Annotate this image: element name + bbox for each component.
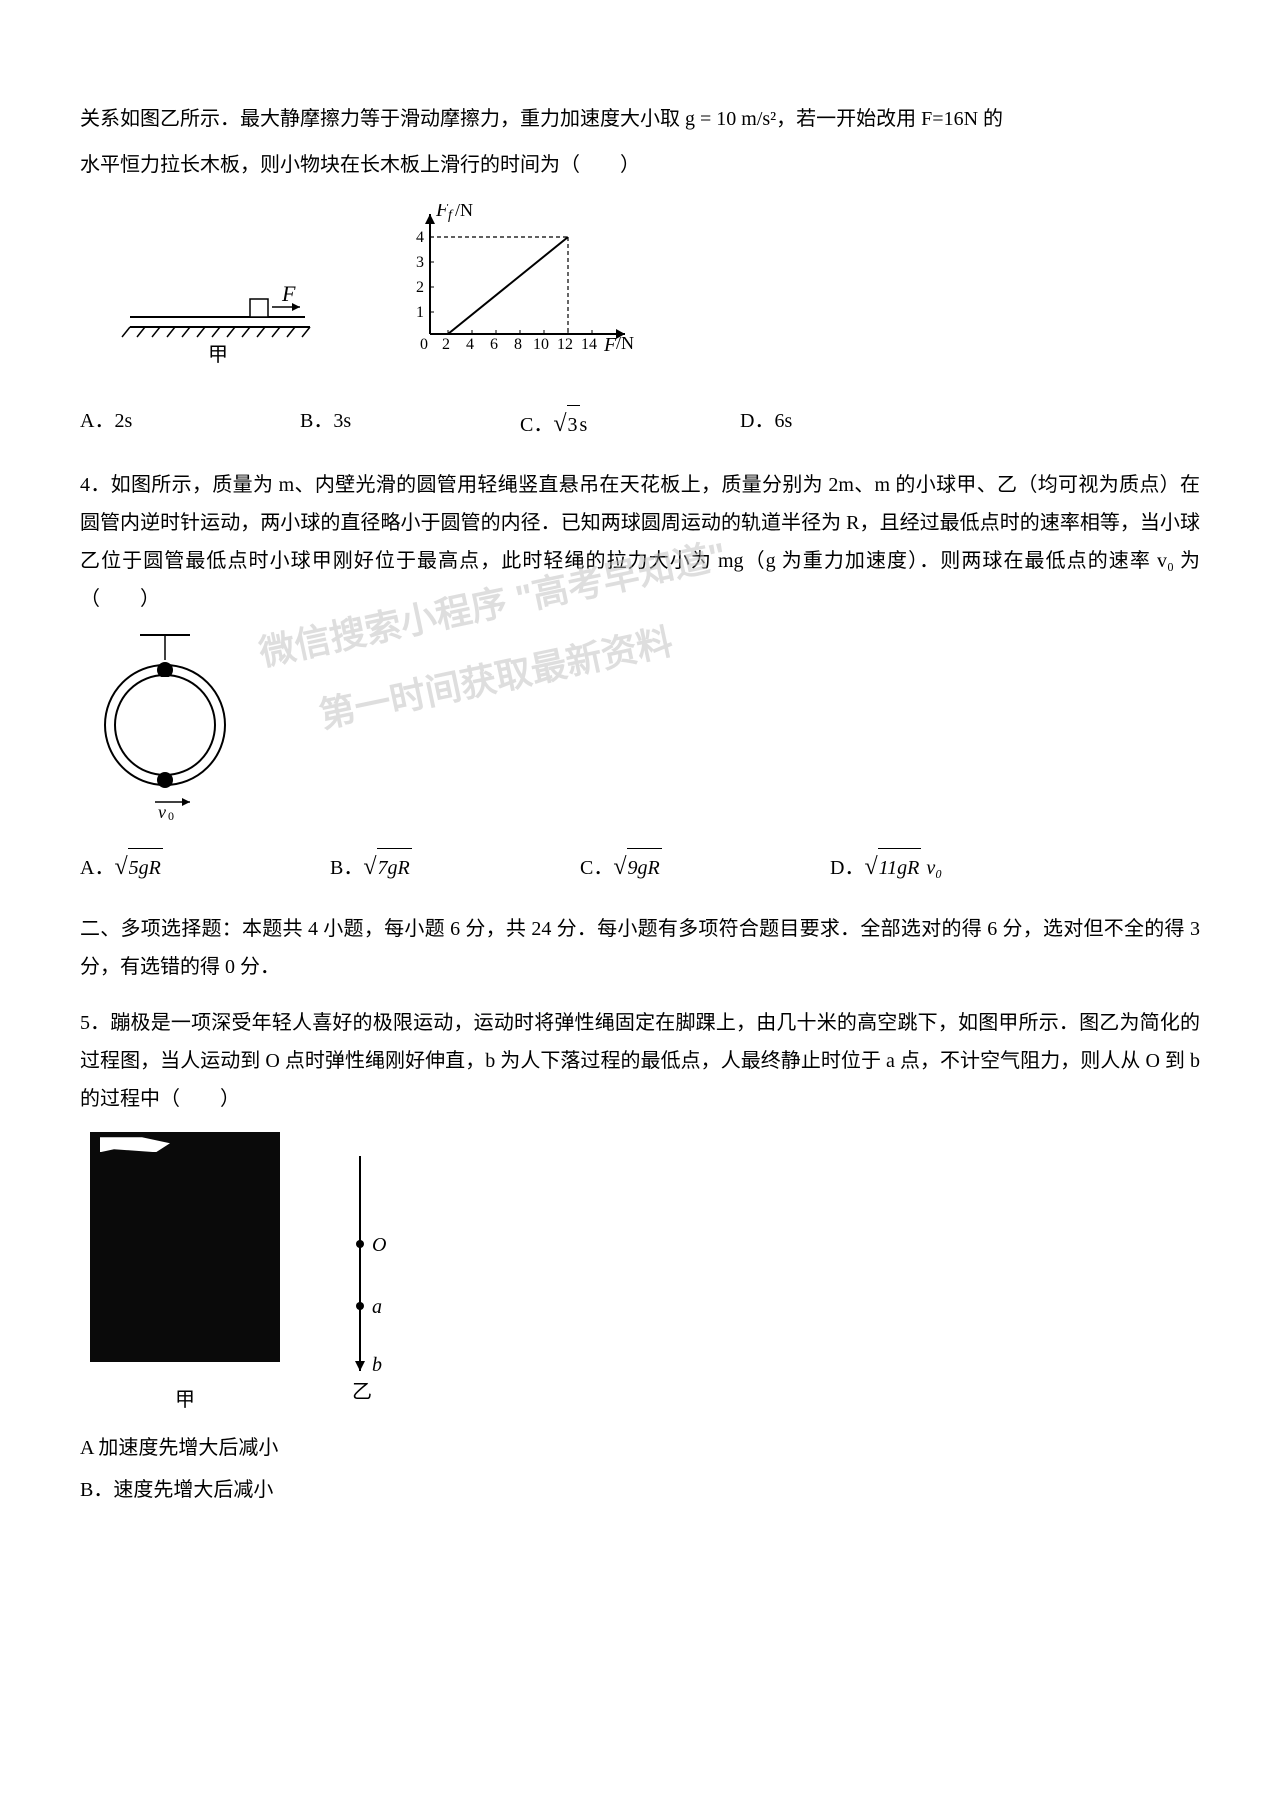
- q5-options: A 加速度先增大后减小 B．速度先增大后减小: [80, 1429, 1200, 1509]
- svg-text:2: 2: [442, 336, 450, 353]
- svg-text:3: 3: [416, 254, 424, 271]
- q3-opt-b: B．3s: [300, 402, 490, 448]
- svg-text:2: 2: [416, 279, 424, 296]
- svg-text:4: 4: [466, 336, 474, 353]
- svg-text:/N: /N: [455, 204, 473, 220]
- svg-text:f: f: [448, 208, 454, 223]
- q5-fig-jia: 甲: [90, 1132, 280, 1419]
- svg-text:0: 0: [420, 336, 428, 353]
- q4-opt-b: B．√7gR: [330, 845, 550, 891]
- svg-text:/N: /N: [616, 333, 634, 353]
- q4-opt-d: D．√11gR v₀: [830, 845, 1050, 891]
- svg-text:O: O: [372, 1234, 386, 1256]
- q4-figure-wrap: 微信搜索小程序 "高考早知道" 第一时间获取最新资料 甲 v 0: [100, 630, 1200, 833]
- svg-text:a: a: [372, 1296, 382, 1318]
- q3-fig-board: F 甲: [120, 259, 320, 382]
- q3-options: A．2s B．3s C．√3s D．6s: [80, 402, 1200, 448]
- svg-text:12: 12: [557, 336, 573, 353]
- q3-fig-graph: 0 24 68 1012 14 12 34 F f /N F: [390, 204, 650, 382]
- svg-text:6: 6: [490, 336, 498, 353]
- svg-text:b: b: [372, 1354, 382, 1376]
- svg-text:14: 14: [581, 336, 597, 353]
- q3-line1: 关系如图乙所示．最大静摩擦力等于滑动摩擦力，重力加速度大小取 g = 10 m/…: [80, 100, 1200, 138]
- watermark-2: 第一时间获取最新资料: [313, 607, 679, 749]
- q3-line2: 水平恒力拉长木板，则小物块在长木板上滑行的时间为（ ）: [80, 146, 1200, 184]
- svg-text:F: F: [603, 334, 617, 356]
- svg-text:10: 10: [533, 336, 549, 353]
- q5-opt-b: B．速度先增大后减小: [80, 1471, 1200, 1509]
- q4-opt-a: A．√5gR: [80, 845, 300, 891]
- svg-text:F: F: [435, 204, 449, 221]
- q5-figures: 甲 O a b 乙: [90, 1132, 1200, 1419]
- svg-text:乙: 乙: [352, 1381, 372, 1403]
- q5-opt-a: A 加速度先增大后减小: [80, 1429, 1200, 1467]
- svg-text:甲: 甲: [208, 344, 228, 366]
- svg-text:4: 4: [416, 229, 424, 246]
- svg-text:v: v: [158, 802, 166, 820]
- section2-title: 二、多项选择题：本题共 4 小题，每小题 6 分，共 24 分．每小题有多项符合…: [80, 910, 1200, 986]
- svg-text:0: 0: [168, 809, 174, 820]
- q3-figures: F 甲 0 24 68 1012 14 12 34: [120, 204, 1200, 382]
- friction-graph: 0 24 68 1012 14 12 34 F f /N F: [390, 204, 650, 369]
- q5-text: 5．蹦极是一项深受年轻人喜好的极限运动，运动时将弹性绳固定在脚踝上，由几十米的高…: [80, 1004, 1200, 1118]
- q4-text: 4．如图所示，质量为 m、内壁光滑的圆管用轻绳竖直悬吊在天花板上，质量分别为 2…: [80, 466, 1200, 618]
- q3-opt-a: A．2s: [80, 402, 270, 448]
- svg-text:8: 8: [514, 336, 522, 353]
- q3-opt-d: D．6s: [740, 402, 930, 448]
- q3-opt-c: C．√3s: [520, 402, 710, 448]
- q4-opt-c: C．√9gR: [580, 845, 800, 891]
- svg-text:F: F: [281, 281, 296, 306]
- q5-fig-yi: O a b 乙: [330, 1146, 410, 1419]
- svg-text:甲: 甲: [158, 677, 172, 692]
- q4-options: A．√5gR B．√7gR C．√9gR D．√11gR v₀: [80, 845, 1200, 891]
- svg-text:1: 1: [416, 304, 424, 321]
- q4-circle-diagram: 甲 v 0: [100, 630, 250, 820]
- board-diagram: F 甲: [120, 259, 320, 369]
